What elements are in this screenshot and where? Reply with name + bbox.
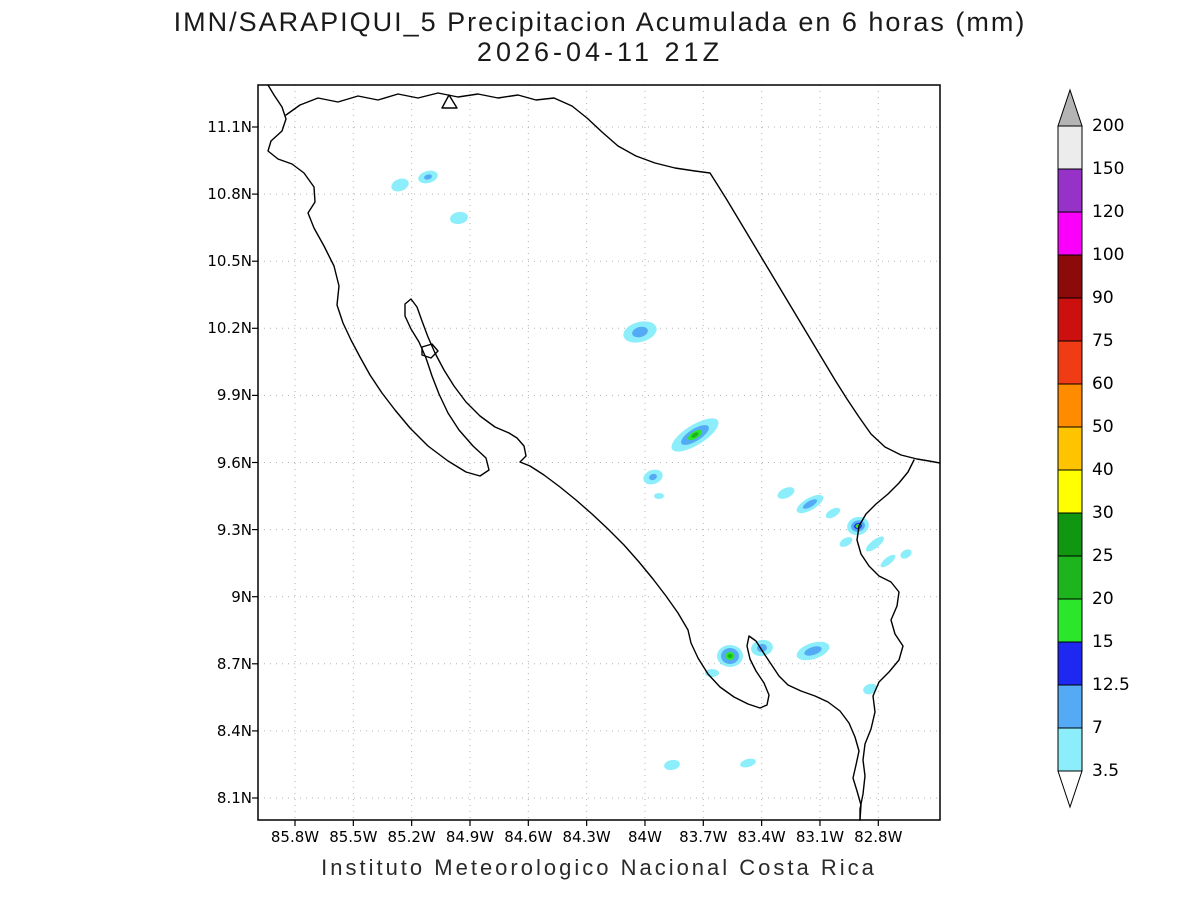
costa-rica-precip-map xyxy=(252,84,941,826)
colorbar-segment xyxy=(1057,641,1083,686)
colorbar-segment xyxy=(1057,469,1083,514)
precip-cell xyxy=(796,494,824,514)
colorbar-tick-label: 30 xyxy=(1092,503,1114,523)
precip-cell xyxy=(664,759,680,771)
lat-tick-label: 9N xyxy=(231,587,252,606)
colorbar-segment xyxy=(1057,684,1083,729)
lat-tick-label: 8.4N xyxy=(216,721,252,740)
colorbar-segment xyxy=(1057,168,1083,213)
precip-cell xyxy=(623,321,657,343)
colorbar-tick-label: 120 xyxy=(1092,202,1125,222)
colorbar-tick-label: 7 xyxy=(1092,718,1103,738)
colorbar-tick-label: 25 xyxy=(1092,546,1114,566)
colorbar-tick-label: 90 xyxy=(1092,288,1114,308)
lon-tick-label: 83.4W xyxy=(737,828,786,846)
panama-border-line xyxy=(856,459,915,821)
lon-tick-label: 83.7W xyxy=(679,828,728,846)
colorbar-segment xyxy=(1057,211,1083,256)
colorbar-tick-label: 60 xyxy=(1092,374,1114,394)
lat-tick-label: 10.5N xyxy=(207,252,252,271)
colorbar-segment xyxy=(1057,254,1083,299)
colorbar-segment xyxy=(1057,555,1083,600)
precip-cell xyxy=(391,178,409,192)
lat-tick-label: 10.8N xyxy=(207,185,252,204)
pacific-coastline xyxy=(267,84,862,821)
lon-tick-label: 84.6W xyxy=(504,828,553,846)
colorbar-segment xyxy=(1057,727,1083,772)
lon-tick-label: 85.5W xyxy=(329,828,378,846)
lon-tick-label: 85.2W xyxy=(387,828,436,846)
colorbar-segment xyxy=(1057,598,1083,643)
colorbar-tick-label: 150 xyxy=(1092,159,1125,179)
precip-cell xyxy=(643,469,663,485)
precip-shaded-cells xyxy=(391,170,912,771)
lat-tick-label: 9.6N xyxy=(216,453,252,472)
north-border-caribbean-coastline xyxy=(285,92,941,464)
colorbar-under-arrow xyxy=(1057,770,1083,809)
lon-tick-label: 82.8W xyxy=(854,828,903,846)
lat-tick-label: 10.2N xyxy=(207,319,252,338)
lon-tick-label: 85.8W xyxy=(270,828,320,846)
colorbar-tick-label: 200 xyxy=(1092,116,1125,136)
colorbar-tick-label: 50 xyxy=(1092,417,1114,437)
colorbar-segment xyxy=(1057,125,1083,170)
figure-title-line2: 2026-04-11 21Z xyxy=(476,37,724,67)
colorbar-tick-label: 100 xyxy=(1092,245,1125,265)
precip-cell xyxy=(880,554,896,568)
figure-title-line1: IMN/SARAPIQUI_5 Precipitacion Acumulada … xyxy=(173,7,1027,37)
precip-cell xyxy=(717,645,743,667)
colorbar-tick-label: 15 xyxy=(1092,632,1114,652)
colorbar-segment xyxy=(1057,297,1083,342)
colorbar-segment xyxy=(1057,512,1083,557)
precip-cell xyxy=(654,493,664,499)
colorbar-tick-label: 20 xyxy=(1092,589,1114,609)
gulf-island-outline xyxy=(421,343,439,359)
precip-cell xyxy=(825,507,841,519)
colorbar-segment xyxy=(1057,340,1083,385)
lat-tick-label: 11.1N xyxy=(207,118,252,136)
precip-cell xyxy=(671,418,719,452)
axis-ticks xyxy=(252,126,879,826)
precip-cell xyxy=(740,758,756,768)
lon-tick-label: 84.3W xyxy=(562,828,611,846)
colorbar xyxy=(1057,88,1083,809)
lat-tick-label: 8.1N xyxy=(216,789,252,807)
precip-cell xyxy=(863,683,877,695)
coastline-group xyxy=(267,84,941,821)
precip-cell xyxy=(839,537,853,547)
colorbar-tick-label: 12.5 xyxy=(1092,675,1130,695)
map-frame xyxy=(257,84,941,821)
figure-caption: Instituto Meteorologico Nacional Costa R… xyxy=(321,855,877,880)
colorbar-segment xyxy=(1057,426,1083,471)
precip-cell xyxy=(418,170,438,184)
precip-cell xyxy=(450,211,468,225)
colorbar-segment xyxy=(1057,383,1083,428)
lat-tick-label: 9.9N xyxy=(216,386,252,405)
colorbar-tick-label: 3.5 xyxy=(1092,761,1120,781)
lat-tick-label: 8.7N xyxy=(216,654,252,673)
lake-island-triangle xyxy=(441,94,458,109)
gridlines xyxy=(258,85,940,820)
lat-tick-label: 9.3N xyxy=(216,520,252,539)
lon-tick-label: 83.1W xyxy=(795,828,845,846)
precip-cell xyxy=(751,639,773,657)
precip-cell xyxy=(865,536,885,552)
precip-cell xyxy=(900,549,912,559)
colorbar-tick-label: 40 xyxy=(1092,460,1114,480)
lon-tick-label: 84.9W xyxy=(445,828,495,846)
colorbar-over-arrow xyxy=(1057,88,1083,127)
precip-cell xyxy=(796,641,830,661)
precip-cell xyxy=(777,487,795,499)
colorbar-tick-label: 75 xyxy=(1092,331,1114,351)
lon-tick-label: 84W xyxy=(628,828,662,846)
